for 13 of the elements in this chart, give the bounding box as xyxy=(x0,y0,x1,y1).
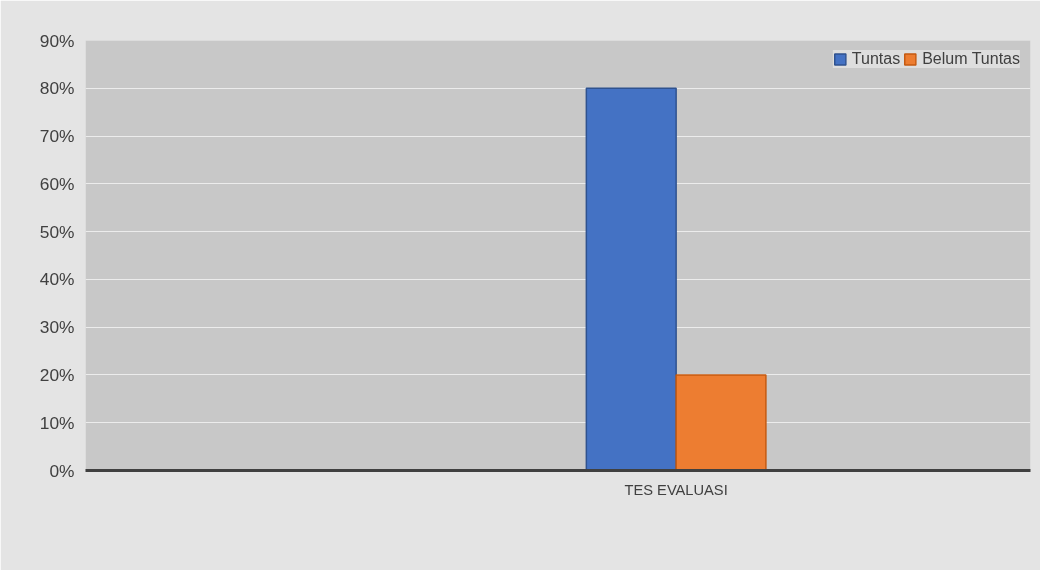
y-tick-label: 80% xyxy=(39,78,75,99)
y-tick-label: 20% xyxy=(39,364,75,385)
y-tick-label: 40% xyxy=(39,269,75,290)
y-tick-label: 30% xyxy=(39,317,75,338)
y-tick-label: 10% xyxy=(39,412,75,433)
y-tick-label: 50% xyxy=(39,221,75,242)
y-tick-label: 70% xyxy=(39,126,75,147)
y-tick-label: 90% xyxy=(39,30,75,51)
y-tick-label: 0% xyxy=(49,460,75,481)
x-tick-label: TES EVALUASI xyxy=(624,481,728,498)
legend-label: Belum Tuntas xyxy=(922,50,1020,68)
y-tick-label: 60% xyxy=(39,173,75,194)
legend-label: Tuntas xyxy=(851,50,901,68)
